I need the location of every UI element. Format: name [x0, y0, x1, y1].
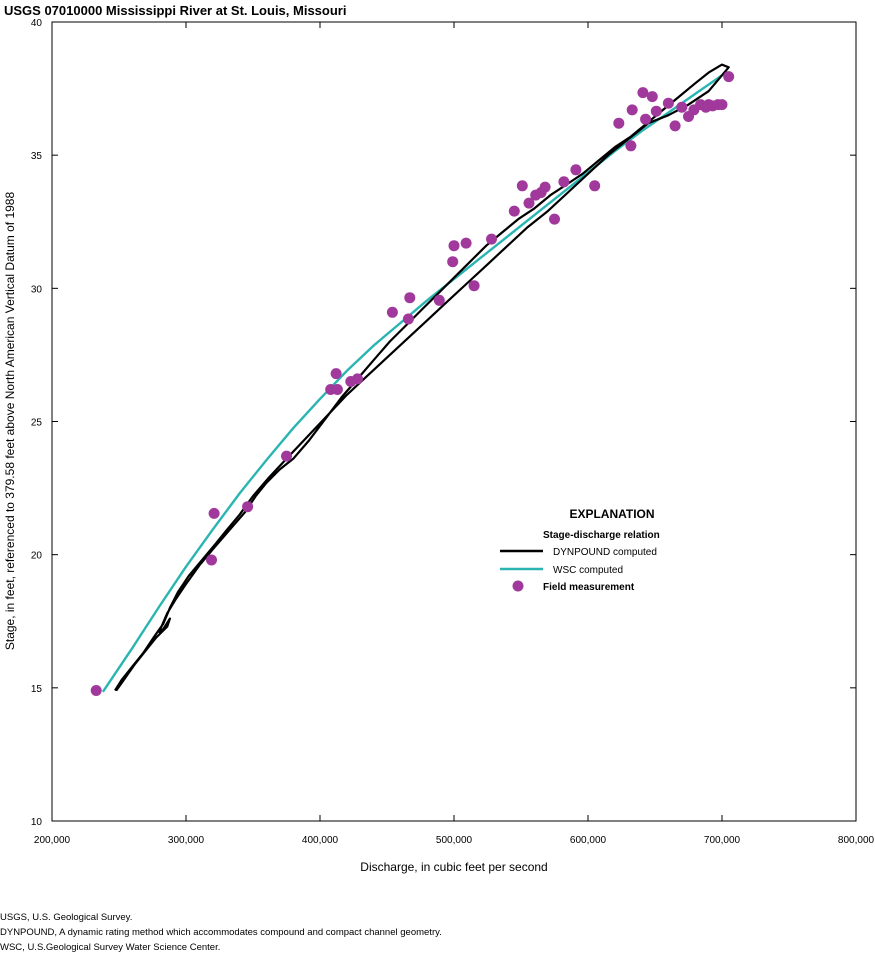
x-tick-label: 500,000 [436, 835, 473, 846]
y-tick-label: 40 [31, 18, 43, 29]
y-tick-label: 20 [31, 551, 43, 562]
field-measurement-point [281, 450, 292, 462]
field-measurement-point [508, 205, 520, 217]
field-measurement-point [468, 280, 480, 292]
field-measurement-point [516, 180, 528, 192]
field-measurement-point [589, 180, 601, 192]
x-tick-label: 300,000 [168, 835, 205, 846]
x-tick-label: 200,000 [34, 835, 71, 846]
plot-area [51, 21, 857, 822]
field-measurement-point [523, 197, 535, 209]
chart-svg: USGS 07010000 Mississippi River at St. L… [3, 3, 875, 874]
field-measurement-point [448, 240, 460, 252]
legend-subtitle: Stage-discharge relation [543, 530, 660, 541]
field-measurement-point [90, 685, 102, 696]
x-tick-label: 600,000 [570, 835, 607, 846]
field-measurement-point [723, 71, 735, 83]
field-measurement-point [539, 181, 551, 193]
x-tick-label: 700,000 [704, 835, 741, 846]
field-measurement-point [208, 507, 220, 519]
field-measurement-point [331, 384, 343, 395]
dynpound-computed-line [114, 63, 730, 692]
y-tick-label: 35 [31, 151, 43, 162]
field-measurement-point [447, 256, 459, 268]
field-measurement-point [206, 554, 217, 566]
footnote-dynpound: DYNPOUND, A dynamic rating method which … [0, 927, 442, 938]
field-measurement-point [486, 233, 497, 245]
legend-field-label: Field measurement [543, 582, 635, 593]
footnotes: USGS, U.S. Geological Survey. DYNPOUND, … [0, 910, 442, 955]
footnote-usgs: USGS, U.S. Geological Survey. [0, 912, 133, 923]
legend-field-marker [512, 580, 524, 592]
footnote-wsc: WSC, U.S.Geological Survey Water Science… [0, 942, 221, 953]
y-axis-label: Stage, in feet, referenced to 379.58 fee… [3, 192, 17, 651]
x-axis-label: Discharge, in cubic feet per second [360, 860, 547, 874]
legend-dynpound-label: DYNPOUND computed [553, 547, 657, 558]
field-measurement-point [646, 91, 658, 103]
field-measurement-point [330, 368, 342, 380]
field-measurement-point [662, 97, 674, 109]
field-measurement-point [676, 101, 688, 113]
field-measurement-point [404, 292, 416, 304]
x-tick-label: 800,000 [838, 835, 875, 846]
series-layer [90, 63, 735, 696]
field-measurement-point [626, 104, 638, 116]
field-measurement-point [242, 501, 254, 513]
x-axis: 200,000 300,000 400,000 500,000 600,000 700,0… [34, 22, 875, 846]
field-measurement-point [613, 117, 625, 129]
chart-title: USGS 07010000 Mississippi River at St. L… [4, 3, 346, 18]
field-measurement-point [460, 237, 472, 249]
field-measurement-point [402, 313, 414, 325]
field-measurement-point [570, 164, 582, 176]
field-measurement-point [558, 176, 570, 188]
wsc-computed-line [101, 74, 723, 693]
x-tick-label: 400,000 [302, 835, 339, 846]
field-measurement-point [640, 113, 652, 125]
y-tick-label: 25 [31, 418, 43, 429]
field-measurement-point [716, 99, 728, 111]
y-axis: 10 15 20 25 30 35 40 [31, 18, 856, 828]
legend-wsc-label: WSC computed [553, 565, 623, 576]
field-measurement-point [352, 373, 363, 385]
field-measurement-point [386, 306, 398, 318]
legend-title: EXPLANATION [569, 507, 654, 521]
y-tick-label: 15 [31, 684, 43, 695]
field-measurement-point [549, 213, 560, 225]
legend: EXPLANATION Stage-discharge relation DYN… [500, 507, 660, 593]
y-tick-label: 30 [31, 284, 43, 295]
field-measurement-point [650, 105, 662, 117]
field-measurement-point [669, 120, 681, 132]
field-measurement-point [433, 294, 445, 306]
y-tick-label: 10 [31, 817, 43, 828]
field-measurement-point [625, 140, 637, 152]
field-measurement-point [637, 87, 649, 99]
